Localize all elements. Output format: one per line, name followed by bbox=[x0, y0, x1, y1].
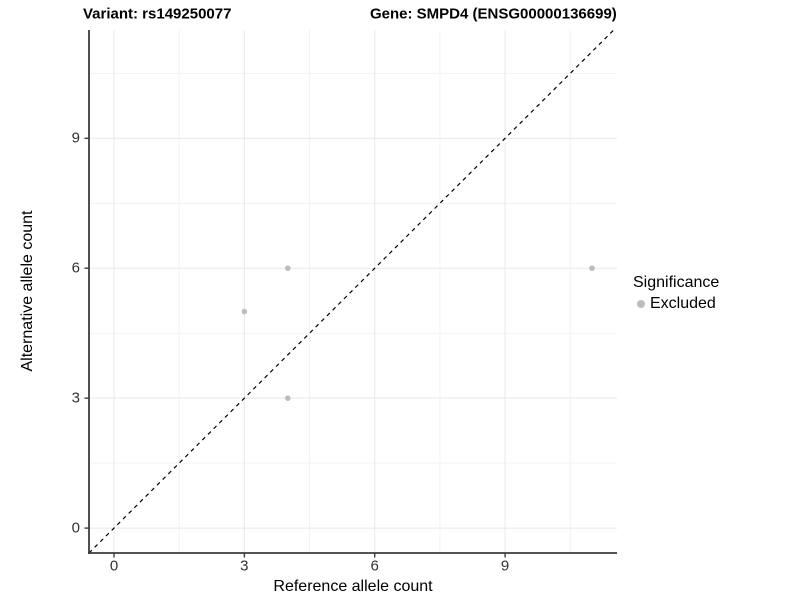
x-tick-label: 9 bbox=[500, 557, 510, 575]
x-tick-label: 6 bbox=[370, 557, 379, 575]
legend-item-label: Excluded bbox=[650, 295, 716, 312]
y-axis-title: Alternative allele count bbox=[19, 210, 36, 372]
y-tick-label: 0 bbox=[71, 519, 80, 537]
legend-title: Significance bbox=[633, 274, 720, 291]
legend-item-excluded: Excluded bbox=[633, 295, 719, 313]
gene-title: Gene: SMPD4 (ENSG00000136699) bbox=[370, 5, 617, 23]
x-tick-label: 3 bbox=[240, 557, 249, 575]
identity-line bbox=[88, 29, 615, 554]
variant-title: Variant: rs149250077 bbox=[83, 5, 232, 23]
y-tick-label: 6 bbox=[71, 259, 80, 277]
excluded-point-icon bbox=[637, 300, 645, 308]
y-tick-label: 9 bbox=[71, 129, 80, 147]
y-tick-label: 3 bbox=[71, 389, 80, 407]
x-axis-title: Reference allele count bbox=[273, 578, 433, 595]
data-point bbox=[285, 395, 291, 401]
data-point bbox=[285, 265, 291, 272]
data-point bbox=[241, 308, 248, 315]
x-tick-label: 0 bbox=[109, 557, 119, 575]
data-point bbox=[589, 265, 595, 272]
legend: Significance Excluded bbox=[633, 274, 719, 313]
